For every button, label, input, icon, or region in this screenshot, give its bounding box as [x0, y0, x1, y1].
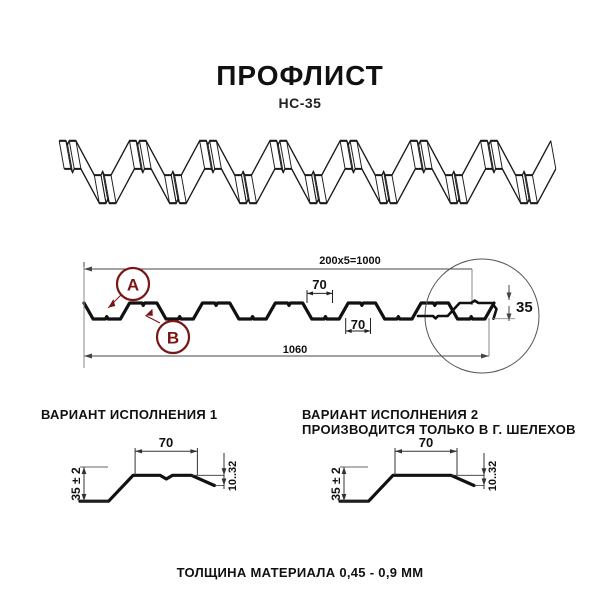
svg-text:70: 70: [159, 435, 173, 450]
svg-text:10..32: 10..32: [487, 461, 499, 492]
svg-text:10..32: 10..32: [227, 461, 239, 492]
svg-text:35 ± 2: 35 ± 2: [69, 467, 83, 501]
svg-text:70: 70: [419, 435, 433, 450]
svg-text:35 ± 2: 35 ± 2: [329, 467, 343, 501]
